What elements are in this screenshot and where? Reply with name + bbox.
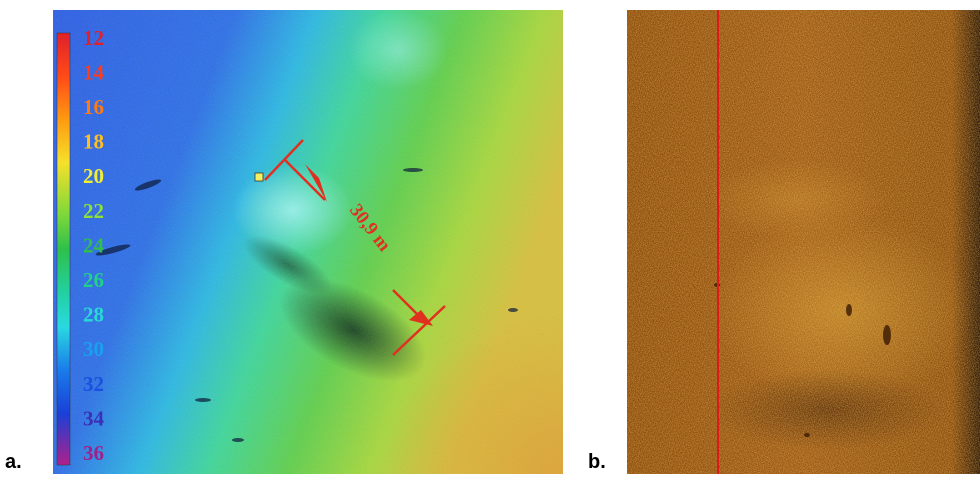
panel-label-b: b. bbox=[588, 451, 606, 473]
bathymetry-map-panel: 12 14 16 18 20 22 24 26 28 30 32 34 36 30,9 m bbox=[53, 10, 563, 474]
depth-scale-label: 22 bbox=[83, 199, 104, 223]
depth-scale-label: 36 bbox=[83, 441, 104, 465]
depth-scale-label: 12 bbox=[83, 26, 104, 50]
sonar-image bbox=[627, 10, 980, 474]
depth-scale-label: 14 bbox=[83, 60, 105, 84]
panel-label-a: a. bbox=[5, 451, 22, 473]
depth-scale-label: 24 bbox=[83, 233, 105, 257]
depth-scale-label: 26 bbox=[83, 268, 104, 292]
depth-scale-bar bbox=[56, 32, 71, 466]
sonar-image-panel bbox=[627, 10, 980, 474]
depth-scale-label: 18 bbox=[83, 130, 104, 154]
depth-scale-label: 16 bbox=[83, 95, 104, 119]
depth-scale-label: 30 bbox=[83, 337, 104, 361]
depth-scale-labels: 12 14 16 18 20 22 24 26 28 30 32 34 36 bbox=[83, 26, 105, 465]
position-marker bbox=[254, 172, 264, 182]
depth-scale-label: 28 bbox=[83, 303, 104, 327]
depth-scale-label: 20 bbox=[83, 164, 104, 188]
depth-scale-label: 32 bbox=[83, 372, 104, 396]
distance-measurement bbox=[264, 139, 446, 356]
depth-scale-label: 34 bbox=[83, 406, 105, 430]
